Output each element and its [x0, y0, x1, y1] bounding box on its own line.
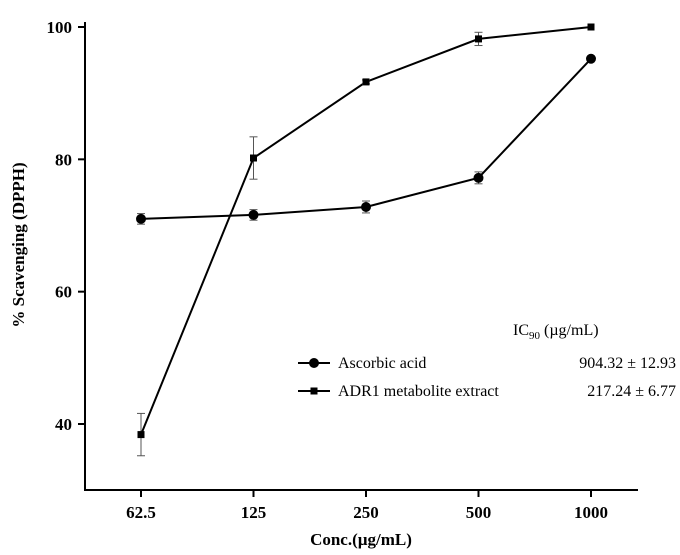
legend-label-adr1-extract: ADR1 metabolite extract	[338, 383, 499, 400]
legend-entry-adr1-extract: ADR1 metabolite extract 217.24 ± 6.77	[298, 383, 676, 400]
y-ticks: 40 60 80 100	[47, 18, 85, 434]
legend-header: IC90 (µg/mL)	[513, 322, 599, 342]
y-axis-title: % Scavenging (DPPH)	[9, 162, 28, 327]
x-tick-label-62.5: 62.5	[126, 503, 156, 522]
y-tick-label-60: 60	[55, 283, 72, 302]
point-adr1-extract-2	[362, 78, 370, 86]
series-layer	[136, 23, 596, 457]
point-ascorbic-acid-0	[136, 213, 146, 224]
point-ascorbic-acid-4	[586, 53, 596, 64]
legend-header-subscript: 90	[529, 330, 541, 342]
legend-ic90-adr1-extract: 217.24 ± 6.77	[587, 383, 676, 400]
x-ticks: 62.5 125 250 500 1000	[126, 490, 608, 522]
point-adr1-extract-0	[137, 431, 145, 439]
point-adr1-extract-4	[587, 23, 595, 31]
series-ascorbic-acid	[136, 53, 596, 225]
point-ascorbic-acid-3	[473, 172, 484, 183]
x-axis-title: Conc.(µg/mL)	[310, 530, 412, 549]
y-tick-label-40: 40	[55, 415, 72, 434]
x-tick-label-125: 125	[241, 503, 267, 522]
point-adr1-extract-3	[475, 35, 482, 43]
y-tick-label-100: 100	[47, 18, 73, 37]
legend-entry-ascorbic-acid: Ascorbic acid 904.32 ± 12.93	[298, 355, 676, 372]
x-tick-label-250: 250	[353, 503, 379, 522]
legend: IC90 (µg/mL) Ascorbic acid 904.32 ± 12.93…	[298, 322, 676, 400]
axes	[84, 22, 638, 491]
legend-header-ic: IC	[513, 322, 529, 339]
legend-ic90-ascorbic-acid: 904.32 ± 12.93	[579, 355, 676, 372]
y-tick-label-80: 80	[55, 150, 72, 169]
point-ascorbic-acid-2	[361, 201, 371, 212]
point-ascorbic-acid-1	[248, 209, 259, 220]
x-tick-label-1000: 1000	[574, 503, 608, 522]
point-adr1-extract-1	[250, 154, 257, 162]
legend-label-ascorbic-acid: Ascorbic acid	[338, 355, 426, 372]
x-tick-label-500: 500	[466, 503, 492, 522]
series-line-adr1-extract	[140, 26, 592, 435]
legend-marker-adr1-extract	[310, 387, 318, 395]
series-adr1-extract	[137, 23, 595, 457]
legend-header-unit: (µg/mL)	[540, 322, 599, 339]
legend-marker-ascorbic-acid	[309, 358, 319, 368]
